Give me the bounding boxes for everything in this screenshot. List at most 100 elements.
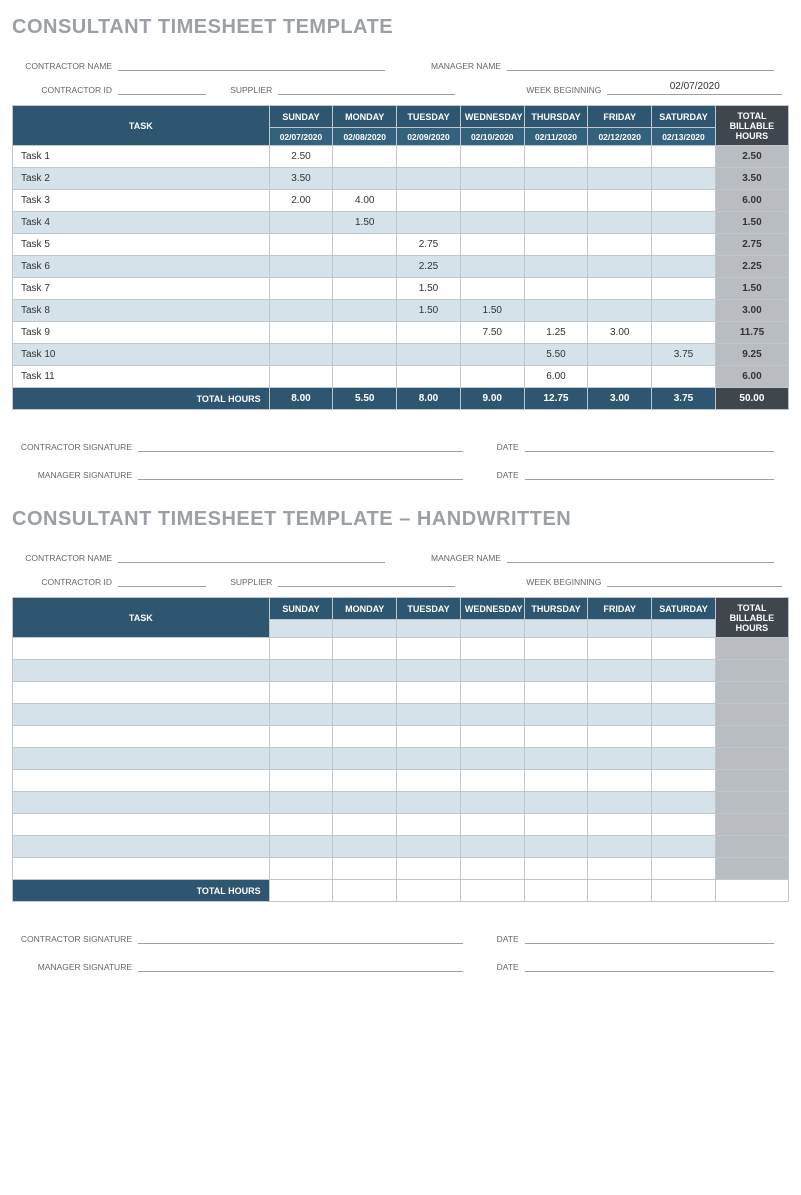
hours-cell[interactable] bbox=[524, 300, 588, 322]
task-cell[interactable]: Task 4 bbox=[13, 212, 270, 234]
hours-cell[interactable] bbox=[524, 256, 588, 278]
contractor-signature-input-2[interactable] bbox=[138, 930, 463, 944]
hours-cell[interactable] bbox=[588, 212, 652, 234]
hours-cell[interactable] bbox=[460, 344, 524, 366]
hours-cell[interactable] bbox=[652, 748, 716, 770]
hours-cell[interactable]: 1.25 bbox=[524, 322, 588, 344]
hours-cell[interactable]: 2.25 bbox=[397, 256, 461, 278]
hours-cell[interactable]: 2.00 bbox=[269, 190, 333, 212]
manager-signature-input[interactable] bbox=[138, 466, 463, 480]
hours-cell[interactable] bbox=[524, 726, 588, 748]
hours-cell[interactable] bbox=[397, 726, 461, 748]
hours-cell[interactable] bbox=[524, 234, 588, 256]
hours-cell[interactable] bbox=[652, 190, 716, 212]
manager-name-input-2[interactable] bbox=[507, 549, 774, 563]
hours-cell[interactable] bbox=[652, 660, 716, 682]
hours-cell[interactable] bbox=[397, 814, 461, 836]
hours-cell[interactable] bbox=[524, 836, 588, 858]
hours-cell[interactable] bbox=[652, 814, 716, 836]
hours-cell[interactable] bbox=[333, 748, 397, 770]
hours-cell[interactable] bbox=[652, 234, 716, 256]
hours-cell[interactable] bbox=[333, 792, 397, 814]
contractor-id-input-2[interactable] bbox=[118, 573, 206, 587]
hours-cell[interactable] bbox=[524, 858, 588, 880]
hours-cell[interactable]: 3.50 bbox=[269, 168, 333, 190]
hours-cell[interactable] bbox=[269, 212, 333, 234]
hours-cell[interactable]: 4.00 bbox=[333, 190, 397, 212]
hours-cell[interactable] bbox=[333, 168, 397, 190]
task-cell[interactable] bbox=[13, 792, 270, 814]
hours-cell[interactable] bbox=[652, 212, 716, 234]
task-cell[interactable] bbox=[13, 726, 270, 748]
task-cell[interactable]: Task 6 bbox=[13, 256, 270, 278]
hours-cell[interactable] bbox=[397, 660, 461, 682]
signature-date-input[interactable] bbox=[525, 438, 774, 452]
hours-cell[interactable] bbox=[397, 770, 461, 792]
hours-cell[interactable] bbox=[460, 190, 524, 212]
contractor-id-input[interactable] bbox=[118, 81, 206, 95]
hours-cell[interactable] bbox=[397, 748, 461, 770]
hours-cell[interactable] bbox=[269, 278, 333, 300]
task-cell[interactable]: Task 5 bbox=[13, 234, 270, 256]
hours-cell[interactable] bbox=[588, 234, 652, 256]
hours-cell[interactable] bbox=[588, 770, 652, 792]
hours-cell[interactable] bbox=[333, 704, 397, 726]
task-cell[interactable]: Task 8 bbox=[13, 300, 270, 322]
hours-cell[interactable] bbox=[460, 212, 524, 234]
hours-cell[interactable] bbox=[269, 836, 333, 858]
hours-cell[interactable] bbox=[588, 682, 652, 704]
hours-cell[interactable] bbox=[333, 770, 397, 792]
hours-cell[interactable] bbox=[269, 814, 333, 836]
hours-cell[interactable] bbox=[652, 146, 716, 168]
hours-cell[interactable] bbox=[333, 146, 397, 168]
hours-cell[interactable] bbox=[524, 638, 588, 660]
hours-cell[interactable]: 2.50 bbox=[269, 146, 333, 168]
hours-cell[interactable] bbox=[333, 726, 397, 748]
hours-cell[interactable] bbox=[588, 704, 652, 726]
hours-cell[interactable] bbox=[524, 212, 588, 234]
task-cell[interactable] bbox=[13, 638, 270, 660]
hours-cell[interactable] bbox=[333, 344, 397, 366]
supplier-input-2[interactable] bbox=[278, 573, 455, 587]
hours-cell[interactable] bbox=[397, 344, 461, 366]
hours-cell[interactable] bbox=[524, 190, 588, 212]
manager-signature-date-input-2[interactable] bbox=[525, 958, 774, 972]
hours-cell[interactable] bbox=[333, 814, 397, 836]
hours-cell[interactable] bbox=[460, 748, 524, 770]
task-cell[interactable] bbox=[13, 836, 270, 858]
hours-cell[interactable] bbox=[269, 344, 333, 366]
hours-cell[interactable] bbox=[460, 168, 524, 190]
hours-cell[interactable] bbox=[269, 858, 333, 880]
task-cell[interactable]: Task 3 bbox=[13, 190, 270, 212]
hours-cell[interactable]: 1.50 bbox=[460, 300, 524, 322]
hours-cell[interactable] bbox=[269, 660, 333, 682]
signature-date-input-2[interactable] bbox=[525, 930, 774, 944]
hours-cell[interactable] bbox=[269, 234, 333, 256]
hours-cell[interactable] bbox=[333, 682, 397, 704]
hours-cell[interactable] bbox=[397, 146, 461, 168]
hours-cell[interactable] bbox=[269, 704, 333, 726]
hours-cell[interactable] bbox=[588, 146, 652, 168]
hours-cell[interactable] bbox=[460, 770, 524, 792]
hours-cell[interactable] bbox=[397, 836, 461, 858]
hours-cell[interactable] bbox=[460, 858, 524, 880]
hours-cell[interactable] bbox=[652, 278, 716, 300]
hours-cell[interactable]: 1.50 bbox=[397, 278, 461, 300]
hours-cell[interactable] bbox=[397, 858, 461, 880]
hours-cell[interactable]: 3.75 bbox=[652, 344, 716, 366]
hours-cell[interactable] bbox=[588, 638, 652, 660]
contractor-signature-input[interactable] bbox=[138, 438, 463, 452]
hours-cell[interactable] bbox=[333, 300, 397, 322]
task-cell[interactable] bbox=[13, 704, 270, 726]
hours-cell[interactable] bbox=[460, 726, 524, 748]
hours-cell[interactable] bbox=[397, 190, 461, 212]
hours-cell[interactable] bbox=[397, 682, 461, 704]
hours-cell[interactable] bbox=[588, 344, 652, 366]
hours-cell[interactable] bbox=[524, 704, 588, 726]
hours-cell[interactable] bbox=[588, 366, 652, 388]
hours-cell[interactable]: 7.50 bbox=[460, 322, 524, 344]
manager-signature-date-input[interactable] bbox=[525, 466, 774, 480]
week-beginning-input-2[interactable] bbox=[607, 573, 782, 587]
hours-cell[interactable] bbox=[397, 792, 461, 814]
hours-cell[interactable]: 2.75 bbox=[397, 234, 461, 256]
